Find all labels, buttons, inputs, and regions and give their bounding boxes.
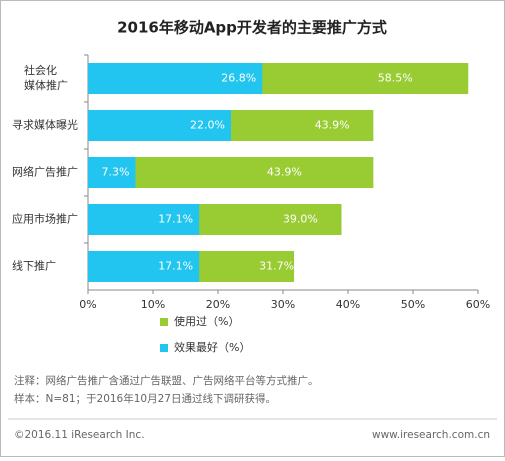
bar — [88, 157, 374, 188]
bar — [88, 110, 231, 141]
footer-right: www.iresearch.com.cn — [372, 429, 490, 441]
legend-swatch — [160, 344, 168, 352]
x-tick-label: 0% — [79, 298, 96, 311]
y-tick-label: 应用市场推广 — [12, 212, 78, 226]
value-label: 43.9% — [267, 166, 302, 179]
x-tick-label: 20% — [206, 298, 230, 311]
value-label: 17.1% — [158, 213, 193, 226]
value-label: 43.9% — [315, 119, 350, 132]
value-label: 17.1% — [158, 260, 193, 273]
bar — [88, 251, 200, 282]
value-label: 26.8% — [221, 72, 256, 85]
note: 样本：N=81；于2016年10月27日通过线下调研获得。 — [14, 392, 276, 405]
y-tick-label: 网络广告推广 — [12, 165, 78, 179]
value-label: 58.5% — [378, 72, 413, 85]
chart-title: 2016年移动App开发者的主要推广方式 — [117, 19, 387, 37]
bar — [88, 63, 263, 94]
footer-left: ©2016.11 iResearch Inc. — [14, 429, 145, 441]
y-tick-label: 媒体推广 — [24, 78, 68, 92]
note: 注释：网络广告推广含通过广告联盟、广告网络平台等方式推广。 — [14, 374, 319, 387]
x-tick-label: 60% — [466, 298, 490, 311]
value-label: 22.0% — [190, 119, 225, 132]
value-label: 7.3% — [101, 166, 129, 179]
value-label: 31.7% — [259, 260, 294, 273]
x-tick-label: 40% — [336, 298, 360, 311]
value-label: 39.0% — [283, 213, 318, 226]
legend-label: 使用过（%） — [174, 315, 239, 328]
x-tick-label: 30% — [271, 298, 295, 311]
x-tick-label: 50% — [401, 298, 425, 311]
bar — [88, 204, 200, 235]
bar — [88, 157, 136, 188]
legend-swatch — [160, 318, 168, 326]
x-tick-label: 10% — [141, 298, 165, 311]
y-tick-label: 寻求媒体曝光 — [12, 118, 78, 132]
legend-label: 效果最好（%） — [174, 340, 250, 354]
y-tick-label: 社会化 — [24, 63, 57, 77]
y-tick-label: 线下推广 — [12, 259, 56, 273]
